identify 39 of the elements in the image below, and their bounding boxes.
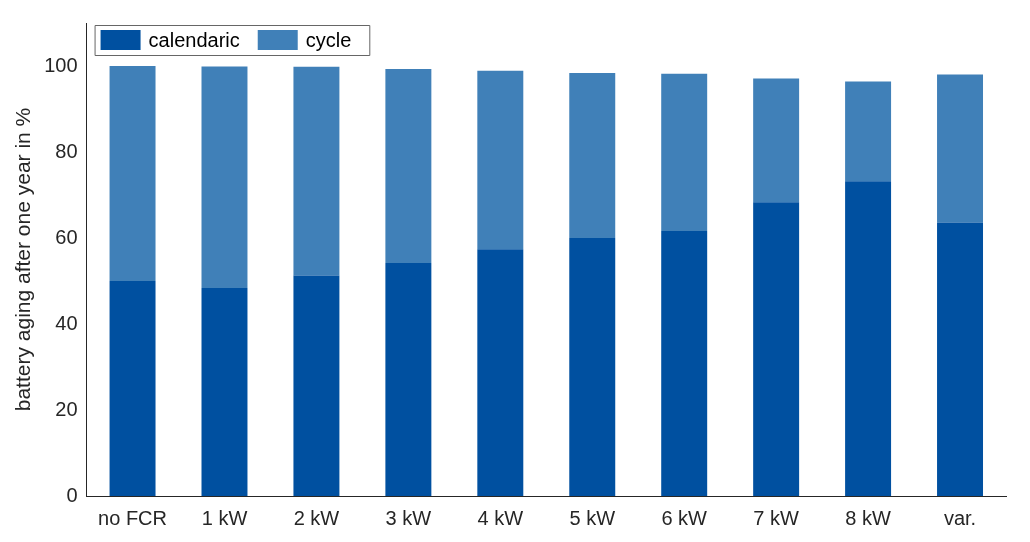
y-tick-label: 60: [55, 225, 78, 248]
y-tick-label: 0: [66, 483, 78, 506]
bar: [569, 72, 616, 238]
bar: [937, 222, 984, 496]
x-tick-label: 4 kW: [477, 506, 524, 529]
bar: [477, 70, 524, 250]
x-tick-label: 1 kW: [201, 506, 248, 529]
bar: [937, 74, 984, 223]
x-tick-label: 2 kW: [293, 506, 340, 529]
bar: [753, 78, 800, 203]
bar: [845, 181, 892, 496]
bar: [385, 69, 432, 263]
x-tick-label: 8 kW: [845, 506, 891, 529]
bar: [201, 287, 248, 496]
bar: [385, 262, 432, 496]
x-tick-label: 6 kW: [661, 506, 708, 529]
bar: [293, 275, 340, 496]
y-tick-label: 100: [44, 53, 78, 76]
legend-label: cycle: [305, 28, 352, 51]
x-tick-label: 7 kW: [753, 506, 800, 529]
bar: [661, 73, 708, 232]
bar: [477, 249, 524, 496]
x-tick-label: 3 kW: [385, 506, 432, 529]
bar: [201, 66, 248, 288]
bar: [569, 238, 616, 496]
bar: [293, 66, 340, 276]
x-tick-label: no FCR: [98, 506, 167, 529]
bar: [845, 81, 892, 182]
bar: [753, 202, 800, 496]
bar: [109, 281, 156, 496]
y-tick-label: 40: [55, 311, 78, 334]
bar: [661, 231, 708, 496]
legend-label: calendaric: [148, 28, 240, 51]
bar: [109, 66, 156, 281]
y-tick-label: 80: [55, 139, 78, 162]
x-tick-label: var.: [943, 506, 977, 529]
x-tick-label: 5 kW: [569, 506, 616, 529]
y-tick-label: 20: [55, 397, 78, 420]
y-axis-title: battery aging after one year in %: [11, 107, 35, 412]
